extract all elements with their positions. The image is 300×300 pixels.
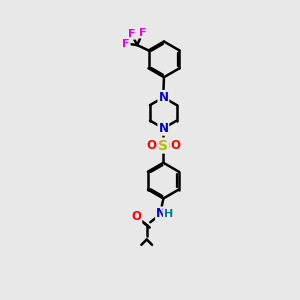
Text: N: N <box>158 122 168 135</box>
Text: F: F <box>139 28 146 38</box>
Text: F: F <box>128 29 135 39</box>
Text: O: O <box>146 139 157 152</box>
Text: N: N <box>156 207 166 220</box>
Text: O: O <box>170 139 180 152</box>
Text: O: O <box>131 210 141 224</box>
Text: F: F <box>122 39 130 49</box>
Text: H: H <box>164 209 173 219</box>
Text: S: S <box>158 139 168 152</box>
Text: N: N <box>158 91 168 104</box>
